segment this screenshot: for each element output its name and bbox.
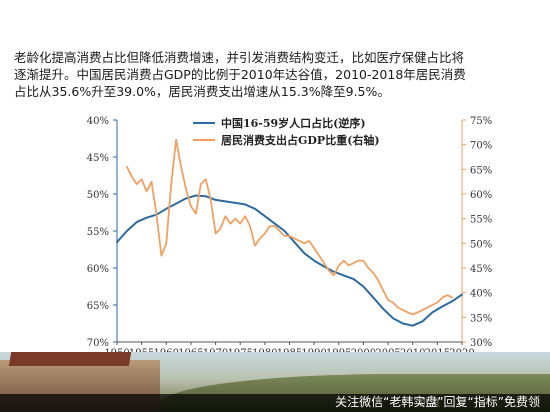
x-axis: 1950195519601965197019751980198519901995… [104, 341, 475, 352]
right-tick-label: 50% [470, 239, 492, 250]
x-tick-label: 1955 [129, 348, 154, 352]
promo-caption: 关注微信“老韩实盘”回复“指标”免费领 [335, 395, 540, 409]
left-y-axis: 40% 45% 50% 55% 60% 65% 70% [87, 116, 118, 349]
x-tick-label: 2000 [351, 348, 376, 352]
right-tick-label: 40% [470, 289, 492, 300]
x-tick-label: 1985 [277, 348, 302, 352]
x-tick-label: 2015 [425, 348, 450, 352]
caption-band [0, 394, 550, 412]
x-tick-label: 1965 [178, 348, 203, 352]
legend-label-population: 中国16-59岁人口占比(逆序) [221, 116, 366, 130]
right-tick-label: 65% [470, 165, 492, 176]
right-tick-label: 45% [470, 264, 492, 275]
consumption-share-line [126, 138, 454, 316]
right-tick-label: 75% [470, 116, 492, 127]
x-tick-label: 2020 [449, 348, 474, 352]
left-tick-label: 60% [87, 264, 109, 275]
dual-axis-line-chart: 40% 45% 50% 55% 60% 65% 70% 30% 35% 40% 45% 50% 55%… [87, 116, 492, 352]
slide-text-line-1: 老龄化提高消费占比但降低消费增速，并引发消费结构变迁，比如医疗保健占比将 [14, 50, 465, 65]
left-tick-label: 45% [87, 153, 109, 164]
right-tick-label: 55% [470, 215, 492, 226]
x-tick-label: 1960 [154, 348, 179, 352]
x-tick-label: 2005 [375, 348, 400, 352]
right-tick-label: 35% [470, 313, 492, 324]
watermark-text: 新浪 [418, 396, 440, 409]
slide-text-line-2: 逐渐提升。中国居民消费占GDP的比例于2010年达谷值，2010-2018年居民… [14, 67, 466, 82]
x-tick-label: 1970 [203, 348, 228, 352]
right-tick-label: 60% [470, 190, 492, 201]
slide-text-line-3: 占比从35.6%升至39.0%，居民消费支出增速从15.3%降至9.5%。 [14, 84, 390, 99]
x-tick-label: 1950 [104, 348, 129, 352]
right-y-axis: 30% 35% 40% 45% 50% 55% 60% 65% 70% 75% [461, 116, 492, 349]
slide-description: 老龄化提高消费占比但降低消费增速，并引发消费结构变迁，比如医疗保健占比将 逐渐提… [14, 49, 534, 100]
x-tick-label: 1995 [326, 348, 351, 352]
legend: 中国16-59岁人口占比(逆序) 居民消费支出占GDP比重(右轴) [193, 116, 380, 147]
series-layer [116, 138, 463, 327]
left-tick-label: 40% [87, 116, 109, 127]
legend-label-consumption: 居民消费支出占GDP比重(右轴) [221, 133, 380, 147]
x-tick-label: 1990 [301, 348, 326, 352]
x-tick-label: 1975 [227, 348, 252, 352]
right-tick-label: 70% [470, 141, 492, 152]
left-tick-label: 65% [87, 301, 109, 312]
left-tick-label: 55% [87, 227, 109, 238]
left-tick-label: 50% [87, 190, 109, 201]
left-tick-label: 70% [87, 338, 109, 349]
footer-banner: 新浪 关注微信“老韩实盘”回复“指标”免费领 [0, 352, 550, 412]
right-tick-label: 30% [470, 338, 492, 349]
x-tick-label: 2010 [400, 348, 425, 352]
x-tick-label: 1980 [252, 348, 277, 352]
